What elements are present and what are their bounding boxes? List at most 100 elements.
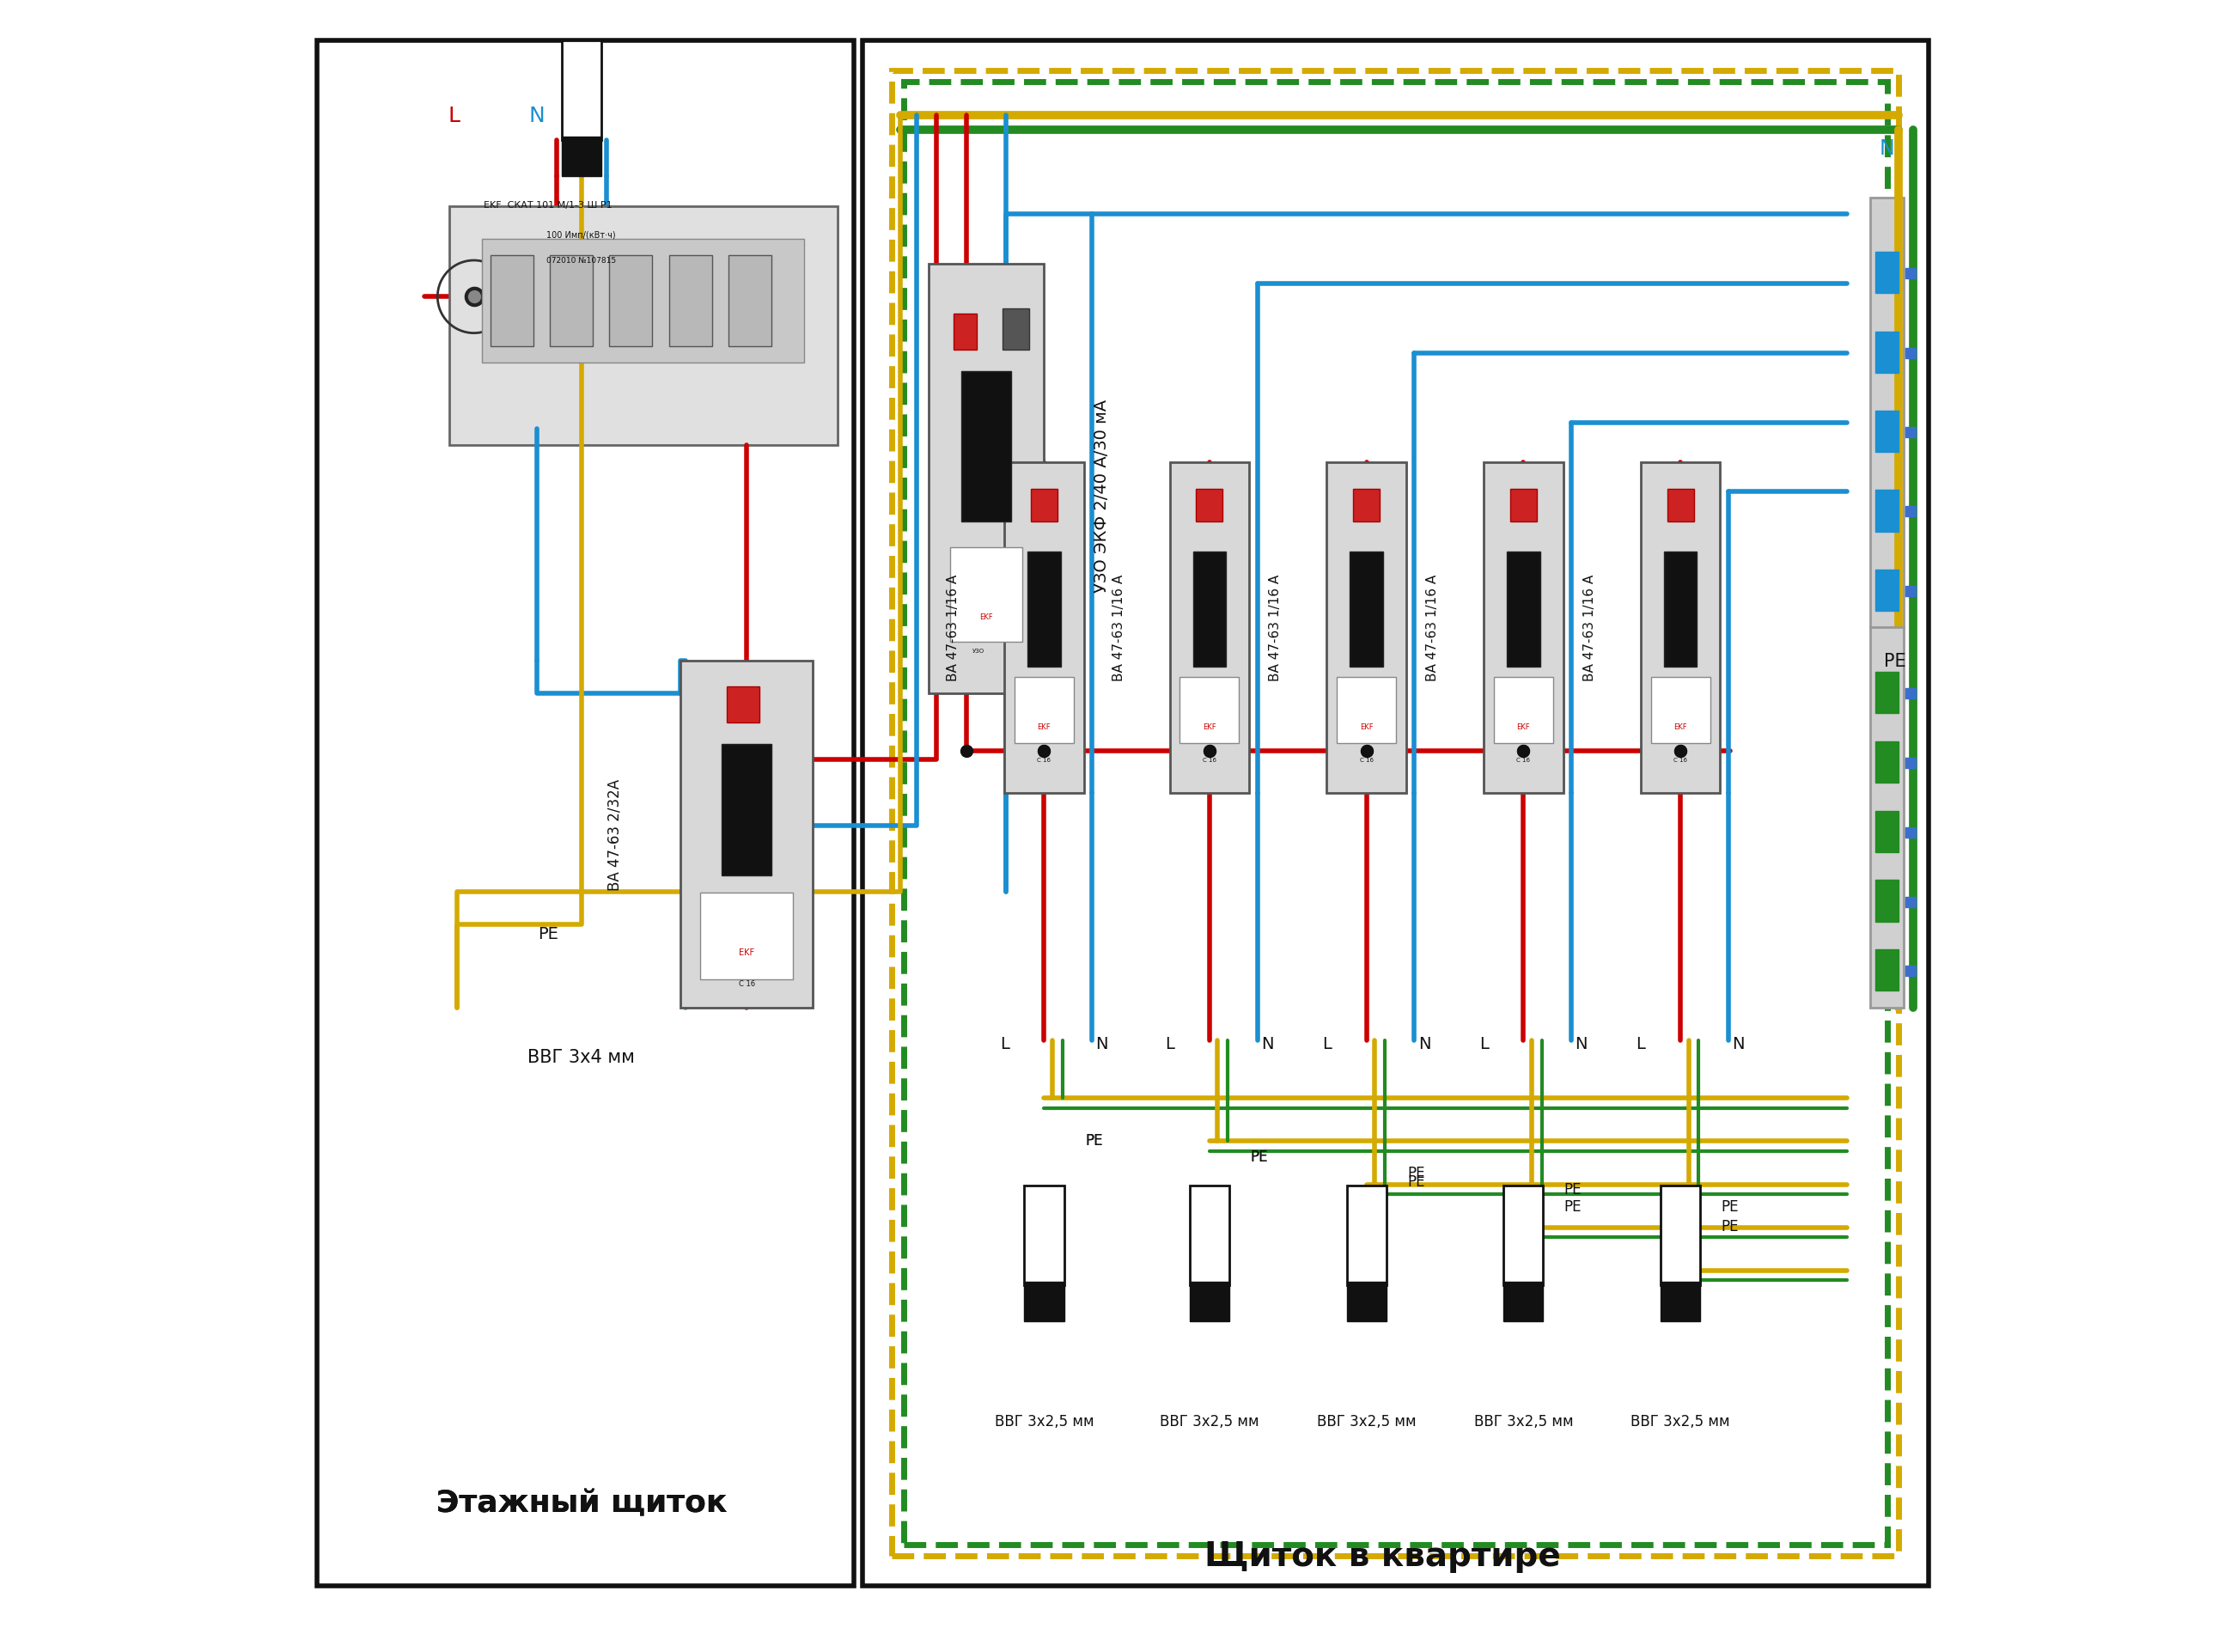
Text: L: L xyxy=(1479,1036,1488,1052)
Bar xyxy=(1664,552,1698,667)
Bar xyxy=(1640,463,1720,793)
Bar xyxy=(1875,332,1899,373)
Text: EKF: EKF xyxy=(738,948,754,957)
Text: N: N xyxy=(528,106,546,126)
Text: L: L xyxy=(1635,1036,1646,1052)
Bar xyxy=(1004,463,1083,793)
Bar xyxy=(1667,489,1693,522)
Bar xyxy=(1338,677,1396,743)
Bar xyxy=(1483,463,1564,793)
Bar xyxy=(450,206,837,446)
Text: ВВГ 3х2,5 мм: ВВГ 3х2,5 мм xyxy=(1318,1412,1416,1429)
Text: EKF: EKF xyxy=(980,613,993,621)
Bar xyxy=(1875,253,1899,294)
Bar xyxy=(1875,881,1899,922)
Text: PE: PE xyxy=(1250,1148,1268,1165)
Text: PE: PE xyxy=(1250,1148,1268,1165)
Text: C 16: C 16 xyxy=(1204,757,1217,763)
Bar xyxy=(1510,489,1537,522)
Bar xyxy=(1190,1282,1230,1322)
Bar xyxy=(1170,463,1248,793)
Bar xyxy=(1875,950,1899,991)
Text: PE: PE xyxy=(1564,1198,1582,1214)
Text: ВА 47-63 2/32А: ВА 47-63 2/32А xyxy=(606,778,622,890)
Text: C 16: C 16 xyxy=(1360,757,1374,763)
Bar xyxy=(951,548,1022,643)
Text: Этажный щиток: Этажный щиток xyxy=(436,1488,727,1518)
Bar xyxy=(928,264,1045,694)
Bar xyxy=(669,256,711,347)
Text: УЗО ЭКФ 2/40 А/30 мА: УЗО ЭКФ 2/40 А/30 мА xyxy=(1094,398,1110,593)
Bar xyxy=(962,372,1011,522)
Text: PE: PE xyxy=(1564,1181,1582,1198)
Bar xyxy=(1192,552,1226,667)
Text: C 16: C 16 xyxy=(738,980,754,988)
Text: Этажный щиток: Этажный щиток xyxy=(436,1488,727,1518)
Bar xyxy=(1875,811,1899,852)
Bar xyxy=(1025,1282,1065,1322)
Bar xyxy=(550,256,593,347)
Bar xyxy=(861,41,1928,1586)
Bar xyxy=(1494,677,1552,743)
Bar xyxy=(1347,1186,1387,1285)
Bar xyxy=(1013,677,1074,743)
Bar xyxy=(1660,1186,1700,1285)
Text: EKF: EKF xyxy=(1517,724,1530,730)
Bar xyxy=(561,41,602,140)
Bar xyxy=(1875,411,1899,453)
Bar xyxy=(1651,677,1711,743)
Text: C 16: C 16 xyxy=(1673,757,1687,763)
Text: PE: PE xyxy=(1884,653,1906,669)
Text: EKF: EKF xyxy=(1038,724,1051,730)
Bar xyxy=(1660,1282,1700,1322)
Bar xyxy=(1327,463,1407,793)
Text: EKF  СКАТ 101 М/1-3 Ш Р1: EKF СКАТ 101 М/1-3 Ш Р1 xyxy=(483,200,613,210)
Text: ВА 47-63 1/16 А: ВА 47-63 1/16 А xyxy=(1268,575,1282,681)
Bar xyxy=(1027,552,1060,667)
Text: PE: PE xyxy=(1720,1198,1738,1214)
Text: L: L xyxy=(1000,1036,1009,1052)
Text: EKF: EKF xyxy=(1673,724,1687,730)
Text: L: L xyxy=(1165,1036,1174,1052)
Bar xyxy=(1875,742,1899,783)
Bar xyxy=(1347,1282,1387,1322)
Bar xyxy=(561,137,602,177)
Bar xyxy=(727,687,761,724)
Text: N: N xyxy=(1262,1036,1273,1052)
Text: ВВГ 3х2,5 мм: ВВГ 3х2,5 мм xyxy=(995,1412,1094,1429)
Text: PE: PE xyxy=(1085,1132,1103,1148)
Text: ВА 47-63 1/16 А: ВА 47-63 1/16 А xyxy=(946,575,960,681)
Bar xyxy=(1031,489,1058,522)
Text: N: N xyxy=(1096,1036,1107,1052)
Text: ВА 47-63 1/16 А: ВА 47-63 1/16 А xyxy=(1584,575,1595,681)
Bar xyxy=(490,256,532,347)
Text: Щиток в квартире: Щиток в квартире xyxy=(1206,1540,1561,1573)
Text: C 16: C 16 xyxy=(1517,757,1530,763)
Bar xyxy=(1353,489,1380,522)
Text: ВА 47-63 1/16 А: ВА 47-63 1/16 А xyxy=(1112,575,1125,681)
Bar xyxy=(1349,552,1382,667)
Text: 100 Имп/(кВт·ч): 100 Имп/(кВт·ч) xyxy=(546,230,615,240)
Bar xyxy=(904,83,1888,1545)
Text: N: N xyxy=(1575,1036,1588,1052)
Bar xyxy=(1503,1282,1544,1322)
Text: C 16: C 16 xyxy=(1038,757,1051,763)
Bar xyxy=(729,256,772,347)
Text: L: L xyxy=(447,106,461,126)
Text: EKF: EKF xyxy=(1360,724,1374,730)
Bar xyxy=(483,240,805,363)
Bar xyxy=(953,314,975,350)
Text: EKF: EKF xyxy=(1204,724,1217,730)
Text: PE: PE xyxy=(1407,1165,1425,1181)
Bar xyxy=(1179,677,1239,743)
Bar xyxy=(318,41,855,1586)
Bar xyxy=(1197,489,1224,522)
Text: PE: PE xyxy=(1085,1132,1103,1148)
Text: PE: PE xyxy=(1407,1173,1425,1189)
Text: УЗО: УЗО xyxy=(971,648,984,654)
Bar xyxy=(1508,552,1539,667)
Text: PE: PE xyxy=(539,925,559,942)
Bar xyxy=(723,743,772,876)
Text: ВВГ 3х2,5 мм: ВВГ 3х2,5 мм xyxy=(1631,1412,1729,1429)
Bar xyxy=(1002,309,1029,350)
